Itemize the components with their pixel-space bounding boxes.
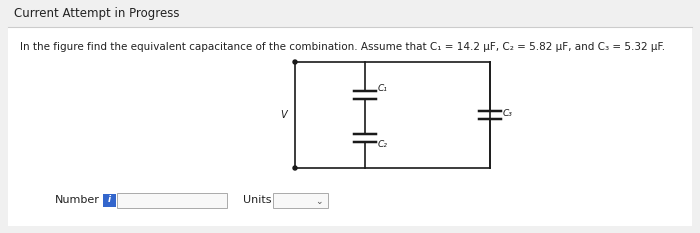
- Text: In the figure find the equivalent capacitance of the combination. Assume that C₁: In the figure find the equivalent capaci…: [20, 42, 665, 52]
- FancyBboxPatch shape: [103, 193, 116, 206]
- FancyBboxPatch shape: [273, 192, 328, 208]
- Text: C₂: C₂: [378, 140, 388, 149]
- FancyBboxPatch shape: [117, 192, 227, 208]
- Text: Current Attempt in Progress: Current Attempt in Progress: [14, 7, 179, 21]
- Text: V: V: [281, 110, 287, 120]
- Circle shape: [293, 166, 297, 170]
- FancyBboxPatch shape: [8, 28, 692, 226]
- Text: Number: Number: [55, 195, 100, 205]
- Text: ⌄: ⌄: [315, 196, 323, 206]
- Text: Units: Units: [243, 195, 272, 205]
- Text: i: i: [108, 195, 111, 205]
- Text: C₁: C₁: [378, 84, 388, 93]
- Circle shape: [293, 60, 297, 64]
- Text: C₃: C₃: [503, 110, 513, 119]
